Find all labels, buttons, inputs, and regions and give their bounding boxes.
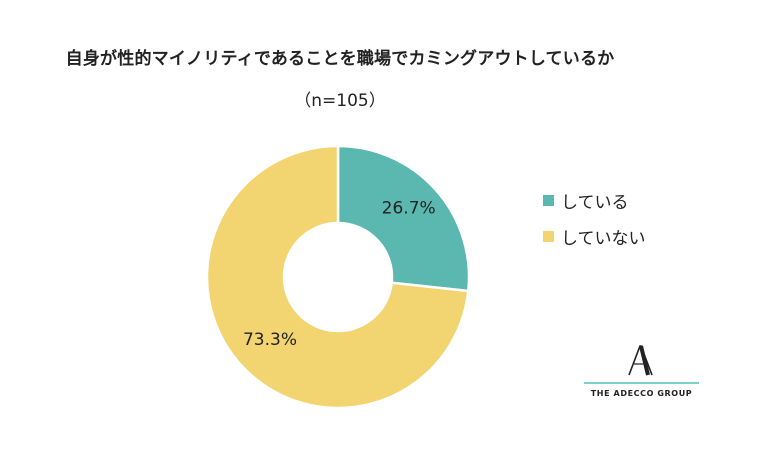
adecco-logo: THE ADECCO GROUP xyxy=(584,340,699,398)
legend-item-not-doing: していない xyxy=(543,226,646,249)
chart-title: 自身が性的マイノリティであることを職場でカミングアウトしているか xyxy=(65,49,615,69)
logo-divider xyxy=(584,382,699,384)
legend-item-doing: している xyxy=(543,190,646,213)
donut-slice-not-doing xyxy=(205,144,470,410)
legend-label: していない xyxy=(561,228,646,249)
data-label: 73.3% xyxy=(243,330,297,350)
chart-legend: している していない xyxy=(543,190,646,262)
chart-subtitle: （n=105） xyxy=(294,91,386,111)
adecco-a-logo-icon xyxy=(628,345,653,376)
legend-label: している xyxy=(561,192,629,213)
logo-text: THE ADECCO GROUP xyxy=(590,389,693,398)
donut-slice-doing xyxy=(336,144,471,293)
legend-swatch-icon xyxy=(543,194,554,206)
data-label: 26.7% xyxy=(382,199,436,219)
legend-swatch-icon xyxy=(543,230,554,242)
